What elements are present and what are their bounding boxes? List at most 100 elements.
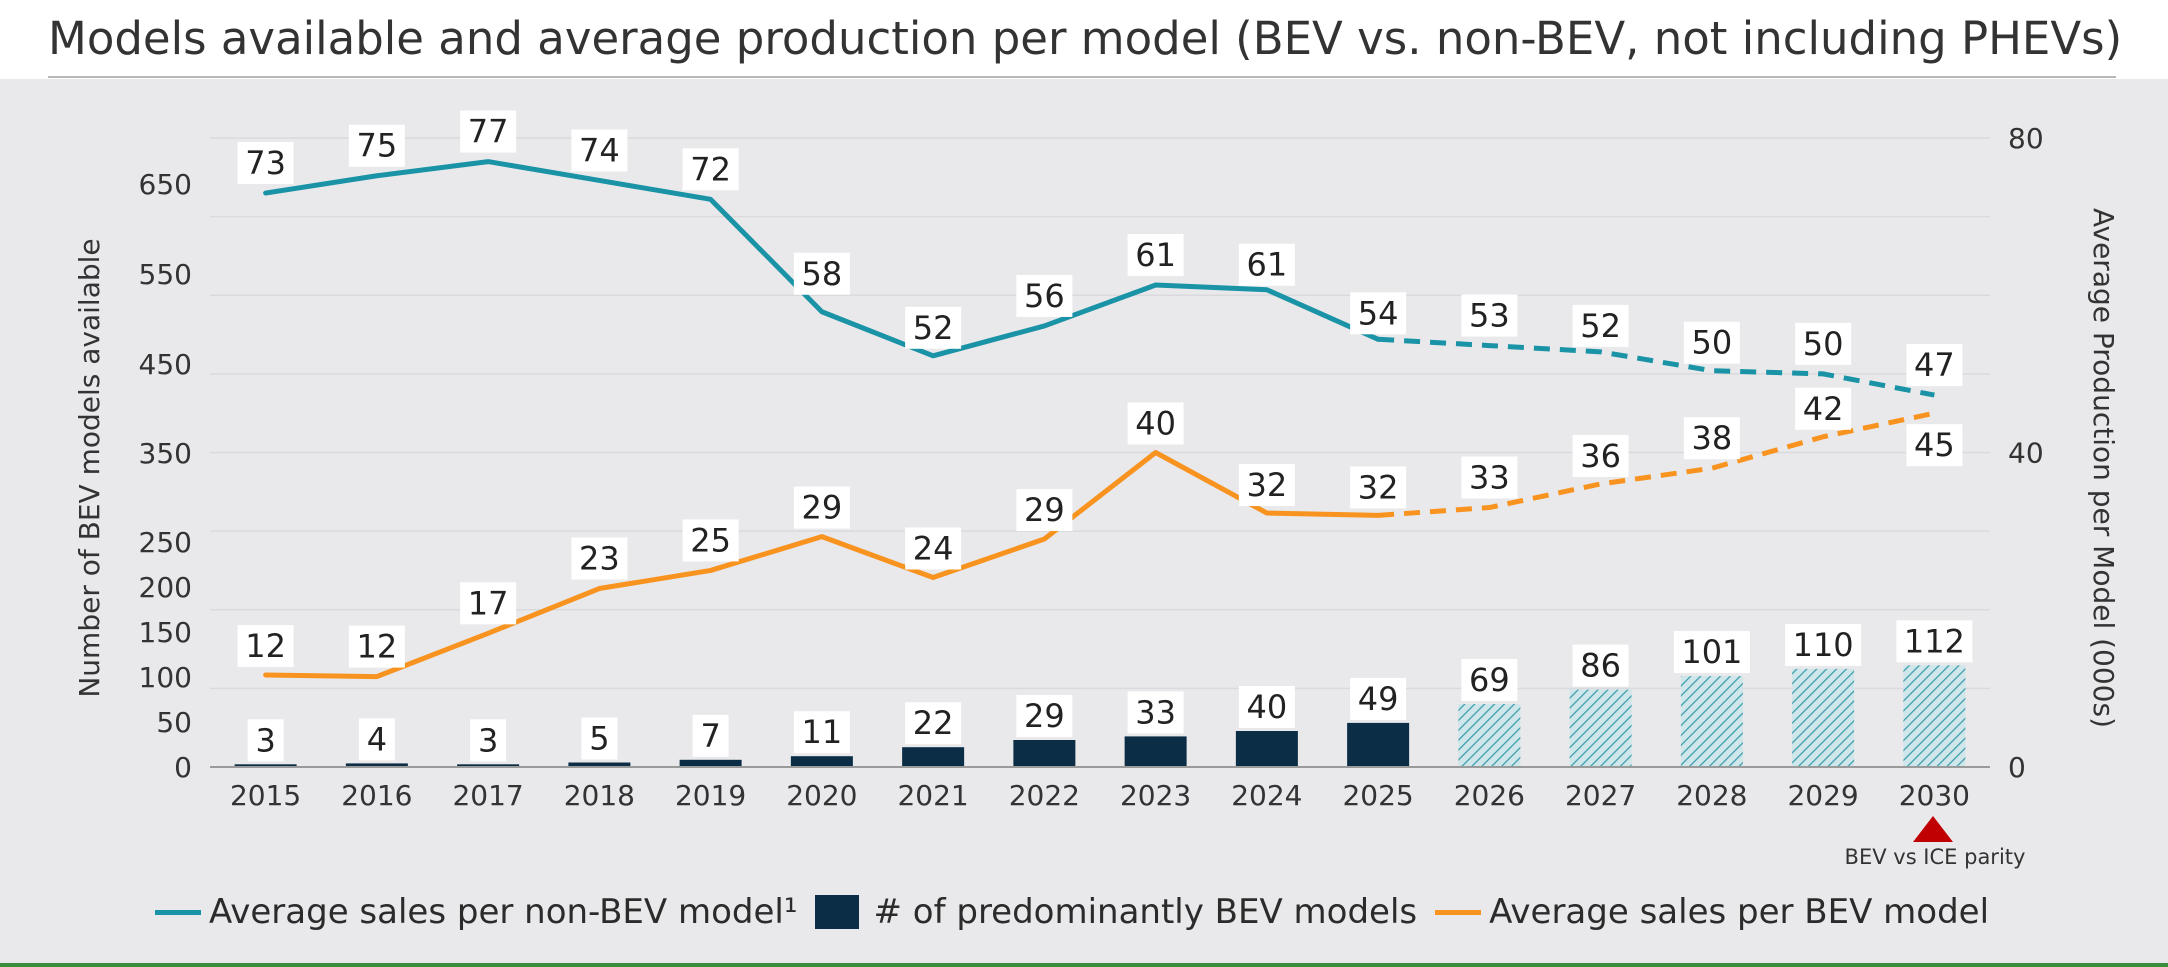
x-axis-tick-label: 2016 bbox=[341, 779, 412, 812]
data-label-text: 61 bbox=[1135, 236, 1176, 274]
legend-label-bev-models: # of predominantly BEV models bbox=[873, 892, 1418, 932]
data-label-text: 25 bbox=[690, 521, 731, 559]
data-label-text: 24 bbox=[913, 530, 954, 568]
data-label-bev: 42 bbox=[1795, 387, 1852, 430]
data-label-box bbox=[1673, 631, 1750, 674]
data-label-box bbox=[692, 714, 729, 757]
left-axis-tick-label: 200 bbox=[139, 571, 192, 604]
data-label-bar: 3 bbox=[470, 719, 507, 762]
data-label-text: 58 bbox=[802, 255, 843, 293]
data-label-box bbox=[247, 719, 284, 762]
data-label-non-bev: 50 bbox=[1683, 321, 1740, 364]
data-label-box bbox=[358, 718, 395, 761]
data-label-bev: 25 bbox=[682, 519, 739, 562]
data-label-bev: 45 bbox=[1906, 424, 1963, 467]
data-label-box bbox=[1785, 623, 1862, 666]
data-label-text: 86 bbox=[1580, 647, 1621, 685]
data-label-box bbox=[1127, 691, 1184, 734]
right-axis-tick-label: 0 bbox=[2008, 751, 2026, 784]
right-axis-tick-label: 80 bbox=[2008, 122, 2044, 155]
bar-bev-models bbox=[568, 762, 631, 767]
data-label-box bbox=[1572, 434, 1629, 477]
data-label-box bbox=[793, 711, 850, 754]
data-label-bev: 17 bbox=[460, 582, 517, 625]
data-label-text: 112 bbox=[1904, 622, 1965, 660]
data-label-text: 50 bbox=[1692, 324, 1733, 362]
data-label-box bbox=[1016, 274, 1073, 317]
left-axis-tick-label: 250 bbox=[139, 526, 192, 559]
data-label-bar: 69 bbox=[1461, 659, 1518, 701]
data-label-text: 29 bbox=[802, 489, 843, 527]
bar-bev-models bbox=[1569, 689, 1632, 767]
bar-bev-models bbox=[345, 763, 408, 767]
left-axis-tick-label: 550 bbox=[139, 258, 192, 291]
data-label-non-bev: 52 bbox=[1572, 304, 1629, 347]
legend-item-bev-models: # of predominantly BEV models bbox=[815, 892, 1417, 932]
data-label-box bbox=[1683, 321, 1740, 364]
data-label-box bbox=[348, 625, 405, 668]
data-label-box bbox=[793, 486, 850, 529]
data-label-box bbox=[237, 625, 294, 668]
data-label-text: 40 bbox=[1135, 405, 1176, 443]
chart-legend: Average sales per non-BEV model¹ # of pr… bbox=[155, 888, 2007, 936]
data-label-box bbox=[1127, 402, 1184, 445]
data-label-bar: 40 bbox=[1238, 686, 1295, 728]
data-label-non-bev: 61 bbox=[1127, 234, 1184, 277]
data-label-text: 47 bbox=[1914, 346, 1955, 384]
legend-item-bev-sales: Average sales per BEV model bbox=[1435, 892, 1989, 932]
data-label-non-bev: 72 bbox=[682, 148, 739, 191]
data-label-non-bev: 74 bbox=[571, 129, 628, 172]
data-label-text: 69 bbox=[1469, 661, 1510, 699]
data-label-bev: 29 bbox=[793, 486, 850, 529]
data-label-box bbox=[1461, 294, 1518, 337]
data-label-box bbox=[1238, 686, 1295, 728]
data-label-box bbox=[1795, 387, 1852, 430]
bar-bev-models bbox=[1124, 736, 1187, 767]
bar-bev-models bbox=[1013, 740, 1076, 767]
data-label-text: 49 bbox=[1358, 680, 1399, 718]
legend-line-swatch-bev-sales bbox=[1435, 909, 1482, 915]
page-title: Models available and average production … bbox=[48, 12, 2123, 65]
data-label-non-bev: 54 bbox=[1350, 292, 1407, 335]
data-label-bev: 38 bbox=[1683, 417, 1740, 460]
parity-annotation: BEV vs ICE parity bbox=[1845, 845, 2026, 869]
left-axis-tick-label: 650 bbox=[139, 168, 192, 201]
x-axis-tick-label: 2021 bbox=[897, 779, 968, 812]
data-label-bev: 33 bbox=[1461, 456, 1518, 499]
data-label-box bbox=[571, 537, 628, 580]
data-label-bev: 23 bbox=[571, 537, 628, 580]
data-label-box bbox=[793, 252, 850, 295]
data-label-box bbox=[1238, 243, 1295, 286]
data-label-bar: 29 bbox=[1016, 695, 1073, 737]
data-label-text: 29 bbox=[1024, 697, 1065, 735]
bar-bev-models bbox=[679, 759, 742, 767]
data-label-box bbox=[460, 110, 517, 153]
data-label-non-bev: 75 bbox=[348, 124, 405, 167]
data-label-text: 12 bbox=[245, 627, 286, 665]
data-label-box bbox=[905, 306, 962, 349]
parity-marker-icon bbox=[1913, 816, 1953, 842]
data-label-text: 77 bbox=[468, 113, 509, 151]
left-axis-tick-label: 150 bbox=[139, 616, 192, 649]
line-bev-sales-solid bbox=[263, 450, 1381, 680]
data-label-text: 73 bbox=[245, 144, 286, 182]
data-label-box bbox=[1572, 644, 1629, 687]
data-label-text: 56 bbox=[1024, 277, 1065, 315]
title-divider bbox=[48, 76, 2116, 78]
data-label-bar: 3 bbox=[247, 719, 284, 762]
data-label-box bbox=[1127, 234, 1184, 277]
data-label-text: 5 bbox=[589, 720, 609, 758]
data-label-non-bev: 52 bbox=[905, 306, 962, 349]
legend-label-bev-sales: Average sales per BEV model bbox=[1489, 892, 1990, 932]
data-label-box bbox=[1238, 464, 1295, 507]
data-label-bev: 32 bbox=[1238, 464, 1295, 507]
data-label-text: 22 bbox=[913, 704, 954, 742]
data-label-bev: 32 bbox=[1350, 466, 1407, 509]
data-label-text: 7 bbox=[700, 717, 720, 755]
chart-panel bbox=[0, 79, 2168, 963]
data-label-box bbox=[905, 527, 962, 570]
bar-bev-models bbox=[457, 764, 520, 767]
right-axis-tick-label: 40 bbox=[2008, 437, 2044, 470]
x-axis-tick-label: 2028 bbox=[1676, 779, 1747, 812]
